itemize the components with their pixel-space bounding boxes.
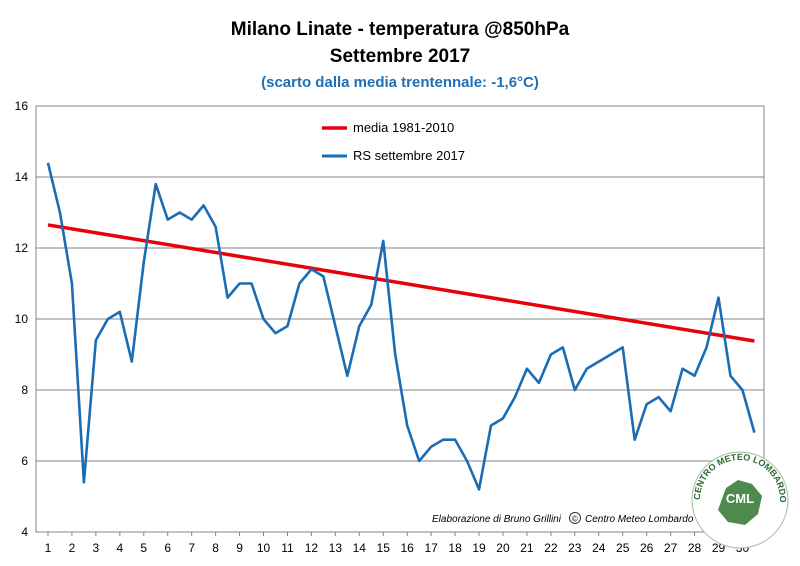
chart-subtitle: (scarto dalla media trentennale: -1,6°C) [261,74,539,91]
x-tick-label: 13 [329,541,343,555]
x-tick-label: 15 [377,541,391,555]
copyright-symbol: © [572,515,578,524]
x-tick-label: 9 [236,541,243,555]
x-tick-label: 5 [140,541,147,555]
x-tick-label: 8 [212,541,219,555]
series-line-rs [46,162,756,491]
x-tick-label: 18 [448,541,462,555]
legend: media 1981-2010 RS settembre 2017 [322,120,465,163]
x-tick-label: 19 [472,541,486,555]
x-tick-label: 22 [544,541,558,555]
x-tick-label: 21 [520,541,534,555]
x-tick-label: 24 [592,541,606,555]
x-tick-label: 28 [688,541,702,555]
x-tick-label: 2 [69,541,76,555]
gridlines [36,176,764,462]
plot-area [35,105,765,533]
y-tick-label: 6 [21,454,28,468]
series-layer [46,162,756,491]
y-tick-label: 4 [21,525,28,539]
x-tick-label: 4 [116,541,123,555]
x-tick-label: 6 [164,541,171,555]
credit-organization: Centro Meteo Lombardo [585,514,694,525]
x-tick-label: 1 [45,541,52,555]
y-tick-label: 8 [21,383,28,397]
credit-line: Elaborazione di Bruno Grillini © Centro … [432,512,694,525]
legend-label-rs: RS settembre 2017 [353,148,465,163]
x-tick-label: 12 [305,541,319,555]
x-tick-label: 20 [496,541,510,555]
y-tick-label: 14 [15,170,29,184]
chart-title: Milano Linate - temperatura @850hPa [231,19,570,40]
x-axis-ticks: 1 2 3 4 5 6 7 8 9 10 11 12 13 14 15 16 17 18 19 20 21 22 23 24 2… [45,532,749,555]
y-tick-label: 10 [15,312,29,326]
x-tick-label: 10 [257,541,271,555]
x-tick-label: 7 [188,541,195,555]
copyright-icon [569,512,581,524]
logo-center-text: CML [726,491,754,506]
series-line-media [47,223,755,343]
cml-logo: CENTRO METEO LOMBARDO CML [691,451,789,549]
x-tick-label: 27 [664,541,678,555]
x-tick-label: 25 [616,541,630,555]
x-tick-label: 23 [568,541,582,555]
y-axis-ticks: 4 6 8 10 12 14 16 [15,99,29,539]
y-tick-label: 16 [15,99,29,113]
x-tick-label: 11 [281,541,294,555]
legend-label-media: media 1981-2010 [353,120,454,135]
chart-title-line2: Settembre 2017 [330,46,470,67]
logo-region-shape [718,480,762,525]
credit-author: Elaborazione di Bruno Grillini [432,514,562,525]
x-tick-label: 16 [401,541,415,555]
x-tick-label: 3 [93,541,100,555]
x-tick-label: 26 [640,541,654,555]
x-tick-label: 17 [424,541,438,555]
x-tick-label: 14 [353,541,367,555]
y-tick-label: 12 [15,241,29,255]
